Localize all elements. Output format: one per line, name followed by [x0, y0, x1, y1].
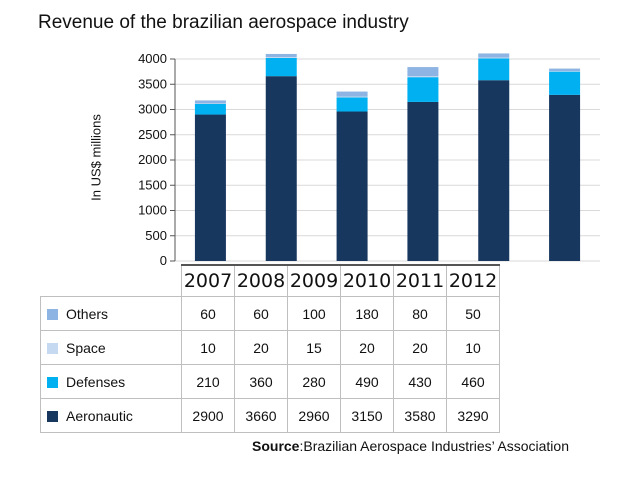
data-label-space-2009: 15: [287, 330, 341, 365]
legend-swatch-aeronautic: [47, 411, 58, 423]
legend-entry-defenses: Defenses: [40, 364, 182, 399]
bar-aeronautic-2012: [549, 94, 581, 261]
bar-others-2008: [265, 53, 297, 57]
legend-swatch-defenses: [47, 377, 58, 389]
bar-space-2010: [407, 76, 439, 78]
y-tick-label: 0: [160, 253, 167, 268]
bar-defenses-2010: [407, 77, 439, 102]
data-label-space-2007: 10: [181, 330, 235, 365]
bar-aeronautic-2009: [336, 111, 368, 262]
data-label-space-2012: 10: [446, 330, 500, 365]
data-label-defenses-2010: 490: [340, 364, 394, 399]
bar-space-2009: [336, 96, 368, 98]
bar-defenses-2008: [265, 57, 297, 77]
bar-others-2010: [407, 67, 439, 77]
bar-defenses-2011: [478, 58, 510, 81]
legend-swatch-space: [47, 343, 58, 355]
legend-label: Others: [66, 305, 109, 322]
data-label-space-2011: 20: [393, 330, 447, 365]
chart-title: Revenue of the brazilian aerospace indus…: [38, 12, 409, 33]
bar-aeronautic-2011: [478, 80, 510, 262]
bar-space-2011: [478, 57, 510, 59]
bar-space-2012: [549, 71, 581, 72]
data-label-space-2008: 20: [234, 330, 288, 365]
bar-others-2007: [194, 100, 226, 104]
bar-others-2011: [478, 53, 510, 58]
bar-aeronautic-2007: [194, 114, 226, 261]
data-label-aeronautic-2009: 2960: [287, 398, 341, 433]
bar-aeronautic-2008: [265, 76, 297, 261]
data-label-others-2007: 60: [181, 296, 235, 331]
y-tick-label: 3500: [138, 76, 167, 91]
bar-space-2007: [194, 103, 226, 104]
table-year-2008: 2008: [234, 264, 288, 297]
table-row-space: Space 10 20 15 20 20 10: [40, 330, 500, 365]
table-row-others: Others 60 60 100 180 80 50: [40, 296, 500, 331]
legend-label: Aeronautic: [66, 407, 133, 424]
data-label-others-2012: 50: [446, 296, 500, 331]
data-label-others-2010: 180: [340, 296, 394, 331]
y-tick-label: 1000: [138, 203, 167, 218]
table-year-2012: 2012: [446, 264, 500, 297]
data-label-aeronautic-2010: 3150: [340, 398, 394, 433]
data-label-aeronautic-2011: 3580: [393, 398, 447, 433]
table-row-defenses: Defenses 210 360 280 490 430 460: [40, 364, 500, 399]
data-label-defenses-2011: 430: [393, 364, 447, 399]
data-label-space-2010: 20: [340, 330, 394, 365]
legend-entry-aeronautic: Aeronautic: [40, 398, 182, 433]
source-label: Source: [252, 438, 300, 454]
legend-swatch-others: [47, 309, 58, 321]
source-text: :Brazilian Aerospace Industries’ Associa…: [299, 438, 569, 454]
bar-defenses-2009: [336, 97, 368, 112]
data-label-defenses-2007: 210: [181, 364, 235, 399]
data-label-others-2009: 100: [287, 296, 341, 331]
y-tick-label: 3000: [138, 102, 167, 117]
y-tick-label: 1500: [138, 177, 167, 192]
data-label-aeronautic-2012: 3290: [446, 398, 500, 433]
y-tick-label: 4000: [138, 51, 167, 66]
data-label-aeronautic-2008: 3660: [234, 398, 288, 433]
bar-others-2009: [336, 91, 368, 97]
table-corner: [41, 265, 182, 297]
table-year-2009: 2009: [287, 264, 341, 297]
data-label-defenses-2012: 460: [446, 364, 500, 399]
table-year-2007: 2007: [181, 264, 235, 297]
data-label-defenses-2008: 360: [234, 364, 288, 399]
table-header-row: 2007 2008 2009 2010 2011 2012: [41, 264, 500, 297]
legend-entry-space: Space: [40, 330, 182, 365]
bar-defenses-2012: [549, 71, 581, 95]
table-year-2010: 2010: [340, 264, 394, 297]
data-table: 2007 2008 2009 2010 2011 2012 Others 60 60 100 18…: [40, 264, 500, 433]
legend-label: Space: [66, 339, 106, 356]
legend-label: Defenses: [66, 373, 126, 390]
data-label-aeronautic-2007: 2900: [181, 398, 235, 433]
legend-entry-others: Others: [40, 296, 182, 331]
data-label-others-2008: 60: [234, 296, 288, 331]
bar-space-2008: [265, 56, 297, 58]
table-year-2011: 2011: [393, 264, 447, 297]
y-tick-label: 2500: [138, 127, 167, 142]
bar-defenses-2007: [194, 103, 226, 115]
bar-others-2012: [549, 68, 581, 72]
y-tick-label: 500: [145, 228, 167, 243]
source-note: Source:Brazilian Aerospace Industries’ A…: [252, 438, 569, 454]
table-row-aeronautic: Aeronautic 2900 3660 2960 3150 3580 3290: [40, 398, 500, 433]
data-label-defenses-2009: 280: [287, 364, 341, 399]
bar-aeronautic-2010: [407, 101, 439, 261]
data-label-others-2011: 80: [393, 296, 447, 331]
y-tick-label: 2000: [138, 152, 167, 167]
